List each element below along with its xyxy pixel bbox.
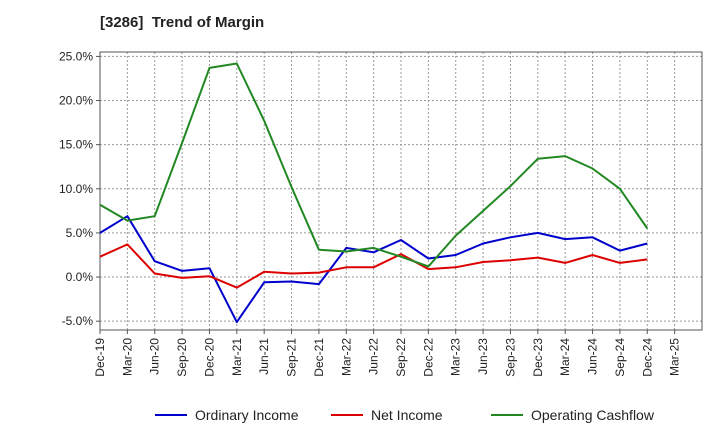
legend-item-ordinary-income: Ordinary Income [155,407,299,423]
series-line-ordinary-income [99,215,648,324]
y-tick-label: 10.0% [59,182,93,196]
series-layer [99,62,649,324]
x-tick-label: Dec-19 [93,338,107,377]
x-tick-label: Dec-22 [421,338,435,377]
x-tick-label: Sep-23 [503,338,517,377]
x-tick-label: Jun-21 [257,338,271,375]
legend-item-operating-cashflow: Operating Cashflow [491,407,655,423]
legend-label: Operating Cashflow [531,407,655,423]
series-line-net-income [99,243,648,289]
x-tick-label: Dec-20 [202,338,216,377]
x-tick-label: Mar-22 [339,338,353,376]
y-tick-label: -5.0% [62,314,94,328]
chart-title: [3286] Trend of Margin [100,14,265,31]
x-tick-label: Jun-24 [586,338,600,375]
x-tick-label: Dec-23 [531,338,545,377]
x-tick-label: Mar-21 [230,338,244,376]
legend: Ordinary Income Net Income Operating Cashf… [155,407,655,423]
y-tick-label: 15.0% [59,138,93,152]
grid [100,52,702,330]
x-tick-label: Mar-23 [449,338,463,376]
x-tick-label: Sep-22 [394,338,408,377]
x-tick-label: Mar-24 [558,338,572,376]
x-axis: Dec-19 Mar-20 Jun-20 Sep-20 Dec-20 Mar-21 Jun-… [93,330,682,377]
x-tick-label: Dec-24 [640,338,654,377]
y-tick-label: 20.0% [59,94,93,108]
x-tick-label: Sep-21 [285,338,299,377]
legend-label: Ordinary Income [195,407,299,423]
x-tick-label: Jun-20 [148,338,162,375]
x-tick-label: Mar-20 [120,338,134,376]
y-tick-label: 0.0% [66,270,94,284]
legend-item-net-income: Net Income [331,407,443,423]
x-tick-label: Mar-25 [668,338,682,376]
legend-label: Net Income [371,407,443,423]
x-tick-label: Dec-21 [312,338,326,377]
x-tick-label: Sep-20 [175,338,189,377]
series-line-operating-cashflow [99,62,649,268]
x-tick-label: Jun-23 [476,338,490,375]
y-tick-label: 25.0% [59,49,93,63]
y-tick-label: 5.0% [66,226,94,240]
y-axis: 25.0% 20.0% 15.0% 10.0% 5.0% 0.0% -5.0% [59,49,100,328]
x-tick-label: Sep-24 [613,338,627,377]
x-tick-label: Jun-22 [367,338,381,375]
